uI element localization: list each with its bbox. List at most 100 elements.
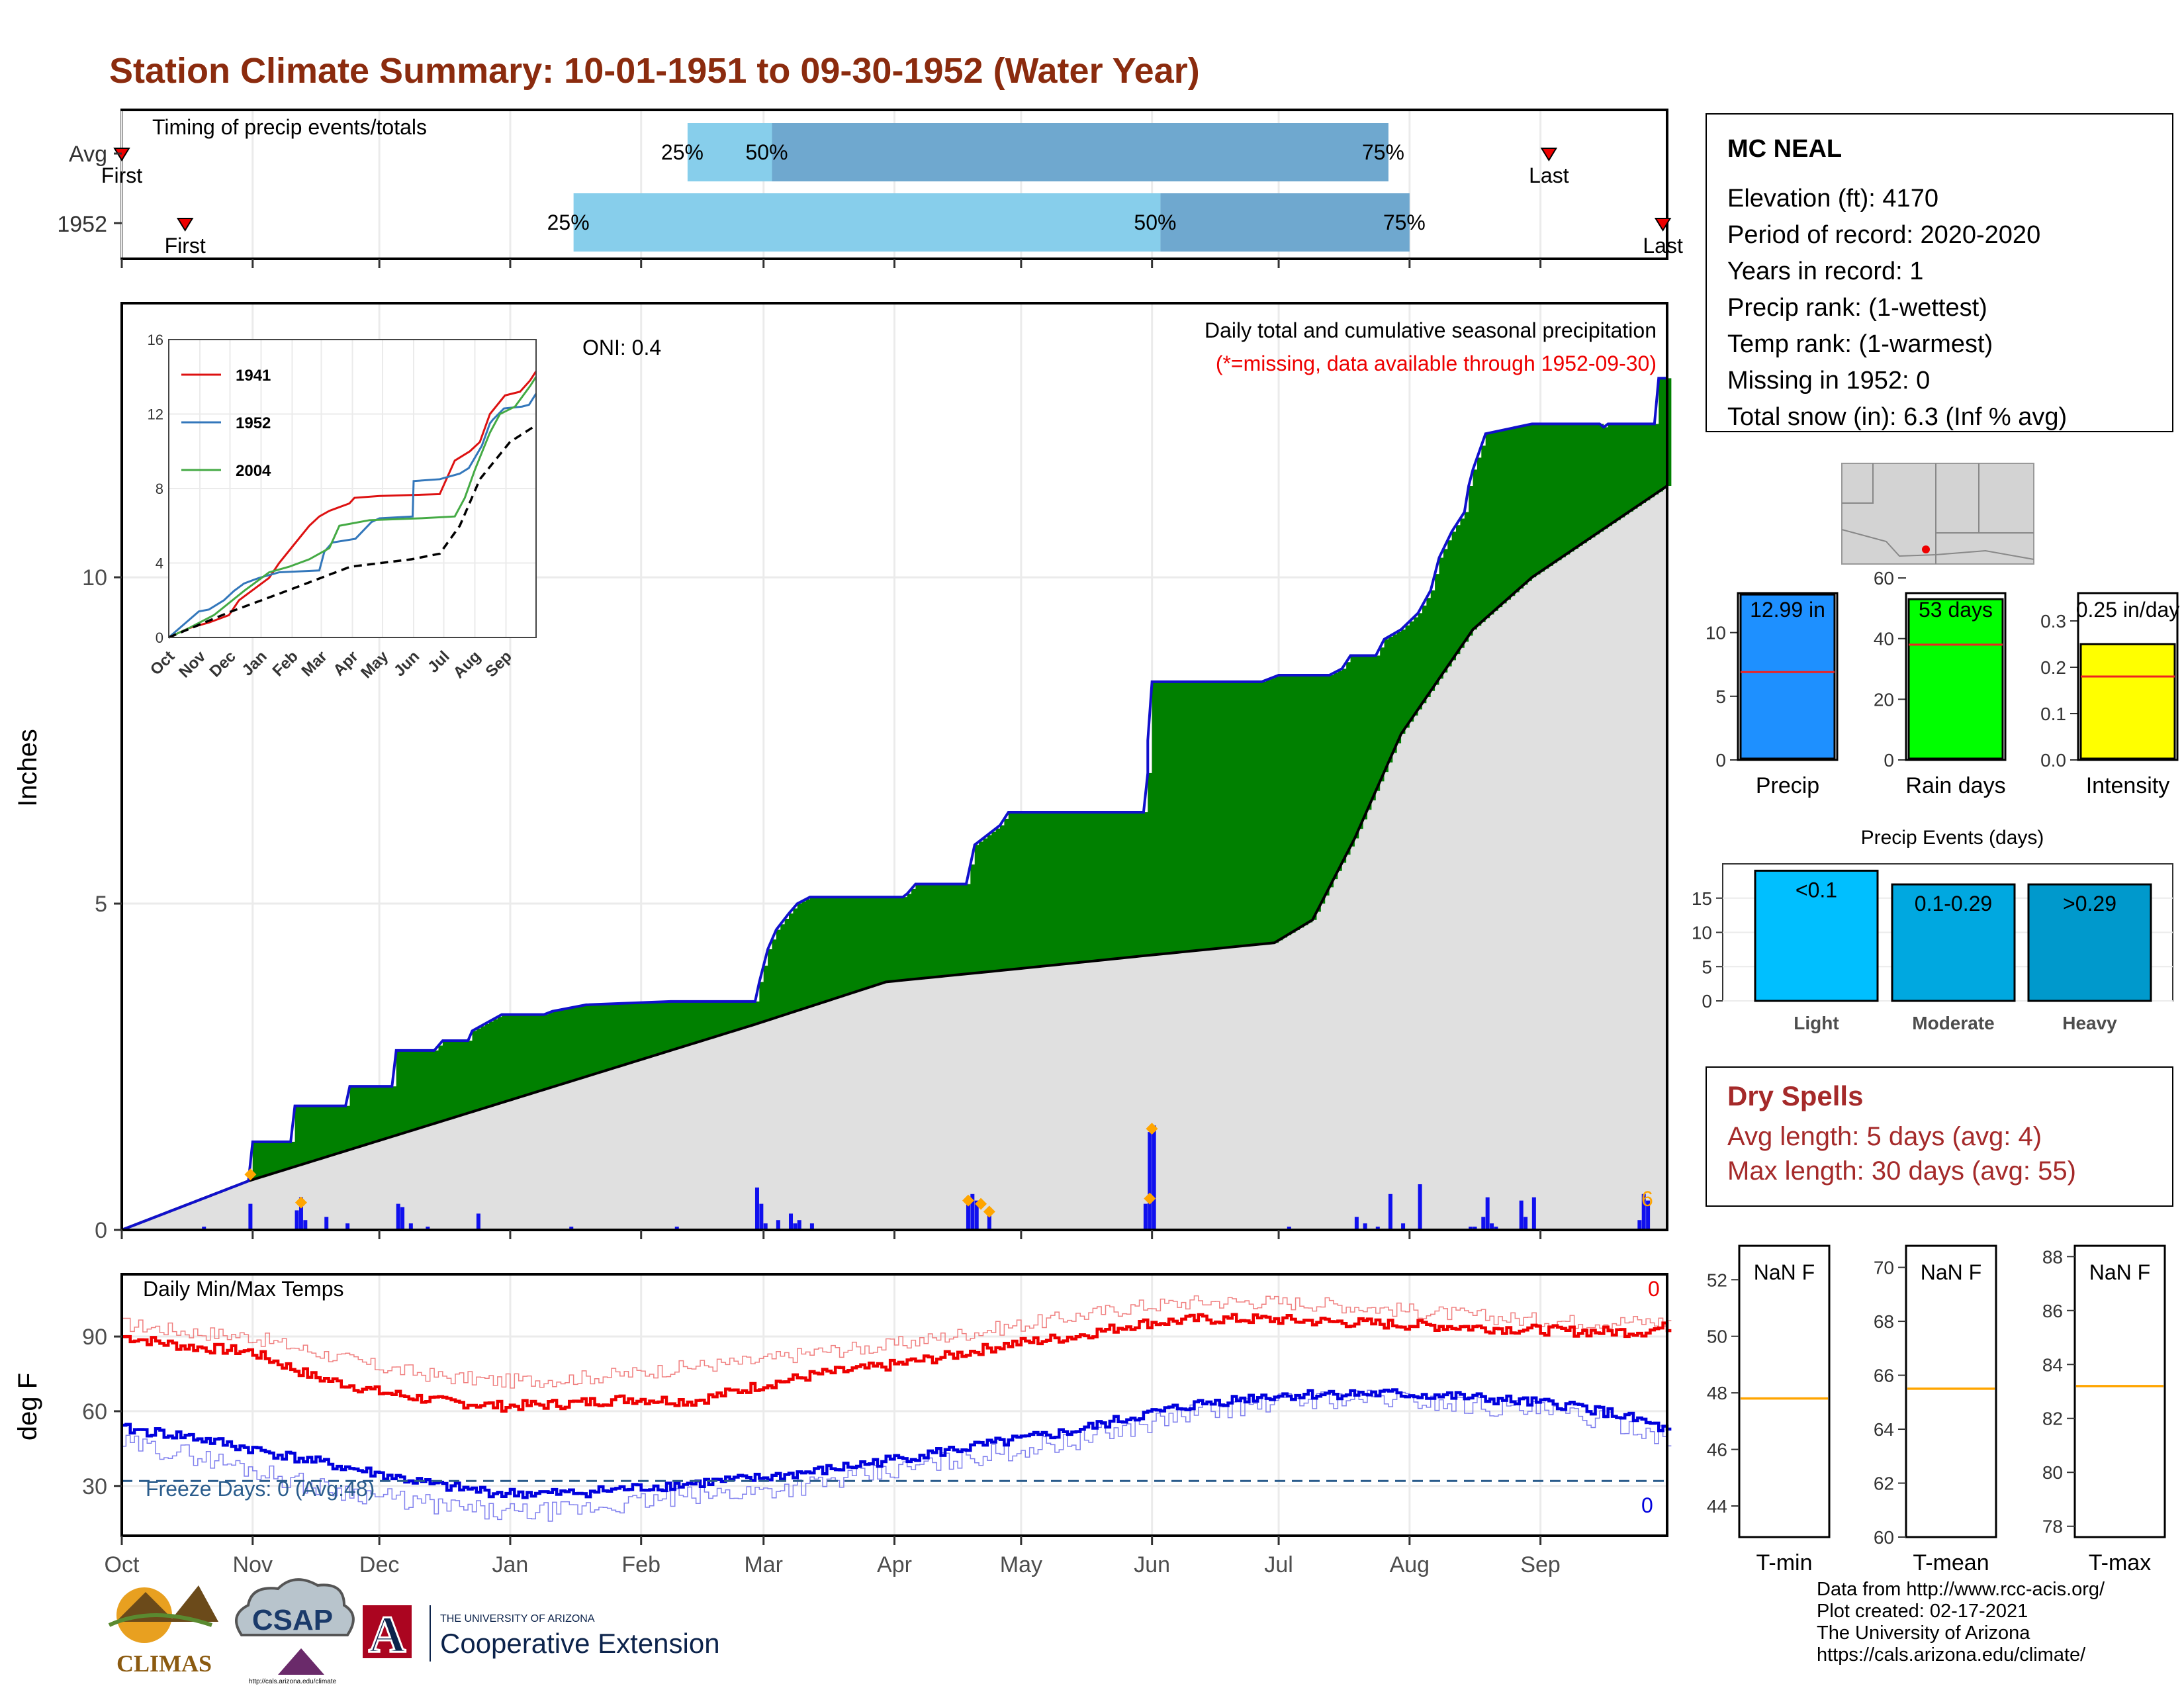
daily-precip-bar <box>1388 1194 1392 1230</box>
station-name: MC NEAL <box>1727 135 1842 163</box>
precip-events-bar-label: <0.1 <box>1796 878 1837 902</box>
summary-bar-label: Intensity <box>2086 773 2170 798</box>
temp-summary-y-tick-label: 70 <box>1874 1258 1894 1278</box>
summary-bar-value-label: 53 days <box>1919 598 1993 622</box>
temp-summary-y-tick-label: 64 <box>1874 1419 1894 1440</box>
precip-panel: 0 5 10 Inches ONI: 0.4 Daily total and cum… <box>13 302 1672 1243</box>
summary-y-tick-label: 60 <box>1874 568 1894 588</box>
precip-events-bar <box>1891 883 2016 1002</box>
precip-events-title: Precip Events (days) <box>1861 827 2044 849</box>
daily-precip-bar <box>1637 1220 1642 1230</box>
daily-precip-bar <box>1641 1194 1646 1230</box>
summary-bar-0 <box>1739 593 1836 760</box>
temp-summary-value-label: NaN F <box>1754 1260 1815 1284</box>
daily-precip-bar <box>970 1194 975 1230</box>
mexico-border <box>1841 529 2034 560</box>
station-info-line: Missing in 1952: 0 <box>1727 367 1930 395</box>
precip-event-marker <box>1146 1123 1158 1135</box>
temp-summary-y-tick-label: 66 <box>1874 1366 1894 1386</box>
precip-events-bar-label: >0.29 <box>2063 892 2116 915</box>
precip-events-y-tick-label: 10 <box>1692 923 1712 943</box>
summary-y-tick-label: 0.0 <box>2040 750 2066 771</box>
summary-y-tick-label: 0 <box>1884 750 1894 771</box>
climas-logo-text: CLIMAS <box>116 1650 212 1677</box>
temp-summary-y-tick-label: 62 <box>1874 1474 1894 1494</box>
tmax-average-line <box>122 1295 1672 1389</box>
climas-logo: CLIMAS <box>108 1585 218 1677</box>
timing-first-marker <box>176 218 194 232</box>
precip-events-y-tick-label: 5 <box>1702 957 1712 977</box>
precip-events-y-tick-label: 15 <box>1692 888 1712 909</box>
average-cumulative-area <box>122 486 1667 1230</box>
timing-bar-50-75 <box>772 123 1388 181</box>
timing-panel: 25% 50% 75% First Last 25% 50% 75% First Last Tim… <box>57 109 1683 268</box>
timing-last-marker <box>1654 218 1672 232</box>
summary-bar-2 <box>2079 643 2176 760</box>
daily-precip-bar <box>674 1227 679 1230</box>
daily-precip-bar <box>1494 1227 1498 1230</box>
summary-bar-value-label: 12.99 in <box>1750 598 1825 622</box>
dry-spells-frame <box>1706 1066 2173 1207</box>
summary-y-tick-label: 40 <box>1874 629 1894 649</box>
temp-summary-frame <box>1905 1244 1997 1538</box>
inset-y-tick-label: 12 <box>148 406 163 423</box>
daily-precip-bar <box>1646 1200 1651 1230</box>
precip-events-bar-label: 0.1-0.29 <box>1915 892 1992 915</box>
temp-summary-y-tick-label: 88 <box>2042 1246 2063 1267</box>
timing-panel-title: Timing of precip events/totals <box>152 115 427 139</box>
ua-logo-big-text: Cooperative Extension <box>440 1628 720 1659</box>
month-tick-label: Apr <box>877 1552 912 1577</box>
daily-precip-bar <box>248 1203 253 1230</box>
precip-event-marker <box>975 1197 987 1210</box>
temp-summary-y-tick-label: 68 <box>1874 1311 1894 1332</box>
temp-summary-y-tick-label: 82 <box>2042 1409 2063 1429</box>
summary-y-tick-label: 0.2 <box>2040 657 2066 678</box>
ua-logo-block <box>363 1605 412 1658</box>
daily-precip-bar <box>797 1220 801 1230</box>
daily-precip-bar <box>396 1203 400 1230</box>
timing-label-50: 50% <box>745 140 788 164</box>
station-info-box: MC NEAL Elevation (ft): 4170 Period of re… <box>1706 113 2173 432</box>
precip-events-category: Light <box>1794 1013 1839 1033</box>
inset-y-tick-label: 0 <box>156 630 163 646</box>
temp-summary-y-tick-label: 50 <box>1707 1327 1727 1347</box>
month-tick-label: Jul <box>1264 1552 1293 1577</box>
page-title: Station Climate Summary: 10-01-1951 to 0… <box>109 51 1200 91</box>
dry-spells-title: Dry Spells <box>1727 1080 1863 1111</box>
summary-y-tick-label: 0 <box>1715 750 1726 771</box>
footer-line: Data from http://www.rcc-acis.org/ <box>1817 1579 2105 1600</box>
timing-first-label: First <box>101 164 142 187</box>
station-info-line: Period of record: 2020-2020 <box>1727 221 2040 249</box>
cumulative-precip-line <box>121 377 1667 1231</box>
month-tick-label: Nov <box>233 1552 273 1577</box>
precip-events-y-tick-label: 0 <box>1702 991 1712 1011</box>
daily-precip-bar <box>1287 1227 1291 1230</box>
daily-precip-bar <box>408 1223 413 1230</box>
station-info-line: Temp rank: (1-warmest) <box>1727 330 1993 358</box>
footer-credits: Data from http://www.rcc-acis.org/Plot c… <box>1817 1579 2105 1665</box>
daily-precip-bar <box>1363 1223 1367 1230</box>
daily-precip-bar <box>400 1207 405 1230</box>
temperature-y-axis-label: deg F <box>13 1373 42 1440</box>
timing-last-label: Last <box>1529 164 1569 187</box>
daily-precip-bar <box>974 1200 979 1230</box>
daily-precip-bar <box>476 1213 480 1230</box>
timing-label-75: 75% <box>1383 211 1426 234</box>
timing-bar-50-75 <box>1160 193 1410 252</box>
tmin-observed-line <box>122 1388 1672 1499</box>
csap-logo-mountain <box>278 1648 324 1675</box>
daily-precip-bar <box>303 1220 308 1230</box>
temp-summary-y-tick-label: 48 <box>1707 1383 1727 1403</box>
ua-logo-small-text: THE UNIVERSITY OF ARIZONA <box>440 1613 595 1624</box>
state-border <box>1842 463 2034 564</box>
timing-label-50: 50% <box>1134 211 1176 234</box>
month-tick-label: Jan <box>492 1552 529 1577</box>
daily-precip-bar <box>1519 1200 1524 1230</box>
ua-logo-letter: A <box>369 1605 406 1663</box>
month-tick-label: Feb <box>621 1552 660 1577</box>
inset-series-avg <box>168 424 537 639</box>
precip-events-bar <box>1754 869 1879 1002</box>
temp-summary-y-tick-label: 80 <box>2042 1462 2063 1483</box>
temp-summary-label: T-min <box>1756 1550 1813 1575</box>
